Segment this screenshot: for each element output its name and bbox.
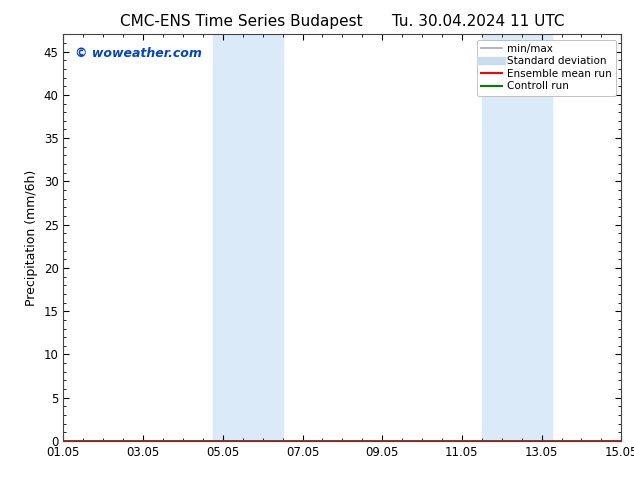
Y-axis label: Precipitation (mm/6h): Precipitation (mm/6h) (25, 170, 38, 306)
Bar (213, 34, 283, 441)
Text: © woweather.com: © woweather.com (75, 47, 202, 59)
Bar (482, 34, 552, 441)
Title: CMC-ENS Time Series Budapest      Tu. 30.04.2024 11 UTC: CMC-ENS Time Series Budapest Tu. 30.04.2… (120, 14, 565, 29)
Legend: min/max, Standard deviation, Ensemble mean run, Controll run: min/max, Standard deviation, Ensemble me… (477, 40, 616, 96)
